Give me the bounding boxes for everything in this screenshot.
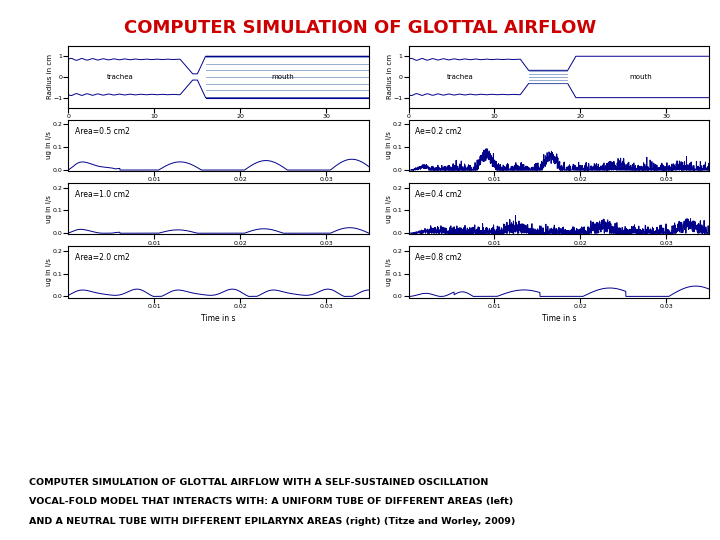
Y-axis label: ug in l/s: ug in l/s	[387, 132, 392, 159]
Y-axis label: ug in l/s: ug in l/s	[46, 195, 53, 222]
X-axis label: Time in s: Time in s	[541, 314, 576, 323]
X-axis label: Distance along vocal tract in cm: Distance along vocal tract in cm	[157, 125, 281, 134]
Text: Area=1.0 cm2: Area=1.0 cm2	[76, 190, 130, 199]
Text: Ae=0.4 cm2: Ae=0.4 cm2	[415, 190, 462, 199]
Text: AND A NEUTRAL TUBE WITH DIFFERENT EPILARYNX AREAS (right) (Titze and Worley, 200: AND A NEUTRAL TUBE WITH DIFFERENT EPILAR…	[29, 517, 516, 526]
Text: trachea: trachea	[107, 74, 133, 80]
X-axis label: Time in s: Time in s	[541, 251, 576, 260]
Y-axis label: ug in l/s: ug in l/s	[46, 132, 53, 159]
Text: COMPUTER SIMULATION OF GLOTTAL AIRFLOW WITH A SELF-SUSTAINED OSCILLATION: COMPUTER SIMULATION OF GLOTTAL AIRFLOW W…	[29, 478, 488, 487]
Y-axis label: ug in l/s: ug in l/s	[387, 258, 392, 286]
Y-axis label: ug in l/s: ug in l/s	[46, 258, 53, 286]
Y-axis label: Radius in cm: Radius in cm	[47, 55, 53, 99]
Y-axis label: ug in l/s: ug in l/s	[387, 195, 392, 222]
Text: VOCAL-FOLD MODEL THAT INTERACTS WITH: A UNIFORM TUBE OF DIFFERENT AREAS (left): VOCAL-FOLD MODEL THAT INTERACTS WITH: A …	[29, 497, 513, 507]
Text: COMPUTER SIMULATION OF GLOTTAL AIRFLOW: COMPUTER SIMULATION OF GLOTTAL AIRFLOW	[124, 19, 596, 37]
Text: Area=2.0 cm2: Area=2.0 cm2	[76, 253, 130, 262]
Text: mouth: mouth	[271, 74, 294, 80]
Y-axis label: Radius in cm: Radius in cm	[387, 55, 393, 99]
X-axis label: Time in s: Time in s	[202, 314, 236, 323]
Text: Ae=0.8 cm2: Ae=0.8 cm2	[415, 253, 462, 262]
Text: mouth: mouth	[629, 74, 652, 80]
Text: Ae=0.2 cm2: Ae=0.2 cm2	[415, 127, 462, 136]
X-axis label: Time in s: Time in s	[541, 188, 576, 197]
X-axis label: Time in s: Time in s	[202, 188, 236, 197]
X-axis label: Time in s: Time in s	[202, 251, 236, 260]
Text: trachea: trachea	[446, 74, 474, 80]
X-axis label: Distance along vocal tract in cm: Distance along vocal tract in cm	[497, 125, 621, 134]
Text: Area=0.5 cm2: Area=0.5 cm2	[76, 127, 130, 136]
